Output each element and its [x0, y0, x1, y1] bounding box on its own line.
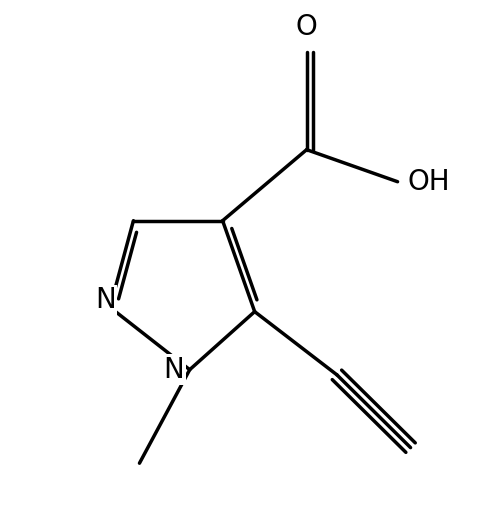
Text: OH: OH	[408, 168, 451, 196]
Text: N: N	[95, 286, 116, 314]
Text: O: O	[296, 13, 317, 41]
Text: N: N	[164, 356, 184, 384]
